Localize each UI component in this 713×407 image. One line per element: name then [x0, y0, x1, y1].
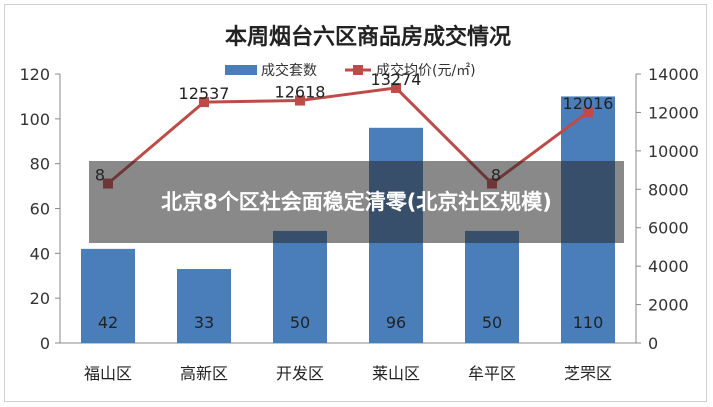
- bar: [465, 230, 519, 343]
- left-axis: 0 20 40 60 80 100 120: [19, 65, 61, 353]
- right-tick-label: 14000: [648, 65, 699, 84]
- price-value-label: 13274: [371, 70, 422, 89]
- x-tick-label: 开发区: [276, 364, 324, 383]
- left-tick-label: 60: [30, 200, 50, 219]
- x-tick-label: 福山区: [84, 364, 132, 383]
- left-tick-label: 40: [30, 244, 50, 263]
- bar: [177, 269, 231, 343]
- overlay-text: 北京8个区社会面稳定清零(北京社区规模): [161, 190, 552, 214]
- bar-value-label: 110: [573, 313, 604, 332]
- right-tick-label: 2000: [648, 296, 689, 315]
- price-marker: [295, 95, 305, 106]
- x-tick-label: 高新区: [180, 364, 228, 383]
- bar-value-label: 33: [194, 313, 214, 332]
- price-marker: [199, 97, 209, 108]
- bar-value-label: 50: [482, 313, 502, 332]
- x-tick-label: 牟平区: [468, 364, 516, 383]
- left-tick-label: 0: [40, 334, 50, 353]
- right-axis: 0 2000 4000 6000 8000 10000 12000 14000: [635, 65, 699, 353]
- left-tick-label: 100: [19, 110, 50, 129]
- bar: [273, 230, 327, 343]
- price-marker: [583, 107, 593, 118]
- right-tick-label: 8000: [648, 180, 689, 199]
- right-tick-label: 4000: [648, 257, 689, 276]
- left-tick-label: 120: [19, 65, 50, 84]
- legend-bar-swatch: [225, 65, 257, 75]
- price-value-label: 12618: [275, 83, 326, 102]
- bar-value-label: 96: [386, 313, 406, 332]
- legend: 成交套数 成交均价(元/㎡): [225, 62, 476, 79]
- left-tick-label: 20: [30, 289, 50, 308]
- right-tick-label: 0: [648, 334, 658, 353]
- overlay-banner: 北京8个区社会面稳定清零(北京社区规模): [89, 161, 624, 243]
- x-axis-labels: 福山区 高新区 开发区 莱山区 牟平区 芝罘区: [84, 364, 612, 383]
- bar-value-label: 42: [98, 313, 118, 332]
- legend-line-marker: [353, 65, 363, 75]
- x-tick-label: 莱山区: [372, 364, 420, 383]
- legend-line-label: 成交均价(元/㎡): [376, 62, 476, 79]
- right-tick-label: 10000: [648, 142, 699, 161]
- bar-value-label: 50: [290, 313, 310, 332]
- bar: [81, 248, 135, 343]
- right-tick-label: 6000: [648, 219, 689, 238]
- legend-bar-label: 成交套数: [261, 62, 317, 79]
- price-marker: [391, 82, 401, 93]
- price-value-label: 12016: [563, 94, 614, 113]
- price-value-label: 12537: [179, 84, 230, 103]
- left-tick-label: 80: [30, 155, 50, 174]
- chart-title: 本周烟台六区商品房成交情况: [225, 24, 511, 50]
- right-tick-label: 12000: [648, 103, 699, 122]
- x-tick-label: 芝罘区: [564, 364, 612, 383]
